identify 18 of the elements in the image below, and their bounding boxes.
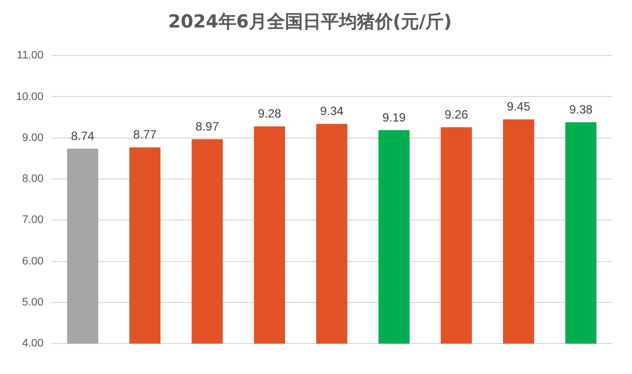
data-label: 8.77 [133,128,157,142]
y-tick-label: 10.00 [16,90,44,103]
data-label: 9.19 [382,110,406,124]
data-label: 9.34 [320,104,344,118]
y-tick-label: 4.00 [22,338,44,350]
data-label: 9.26 [444,108,468,122]
data-label: 9.28 [258,106,282,121]
data-label: 9.45 [506,100,531,114]
y-tick-label: 7.00 [22,214,44,226]
y-tick-label: 6.00 [22,255,44,268]
data-label: 9.38 [569,102,593,117]
y-tick-label: 9.00 [22,132,44,144]
data-label: 8.74 [70,128,95,143]
data-label: 8.97 [196,119,220,134]
y-tick-label: 8.00 [22,173,44,186]
y-tick-label: 5.00 [22,296,44,308]
y-tick-label: 11.00 [16,50,44,62]
chart-title: 2024年6月全国日平均猪价(元/斤) [168,11,452,32]
